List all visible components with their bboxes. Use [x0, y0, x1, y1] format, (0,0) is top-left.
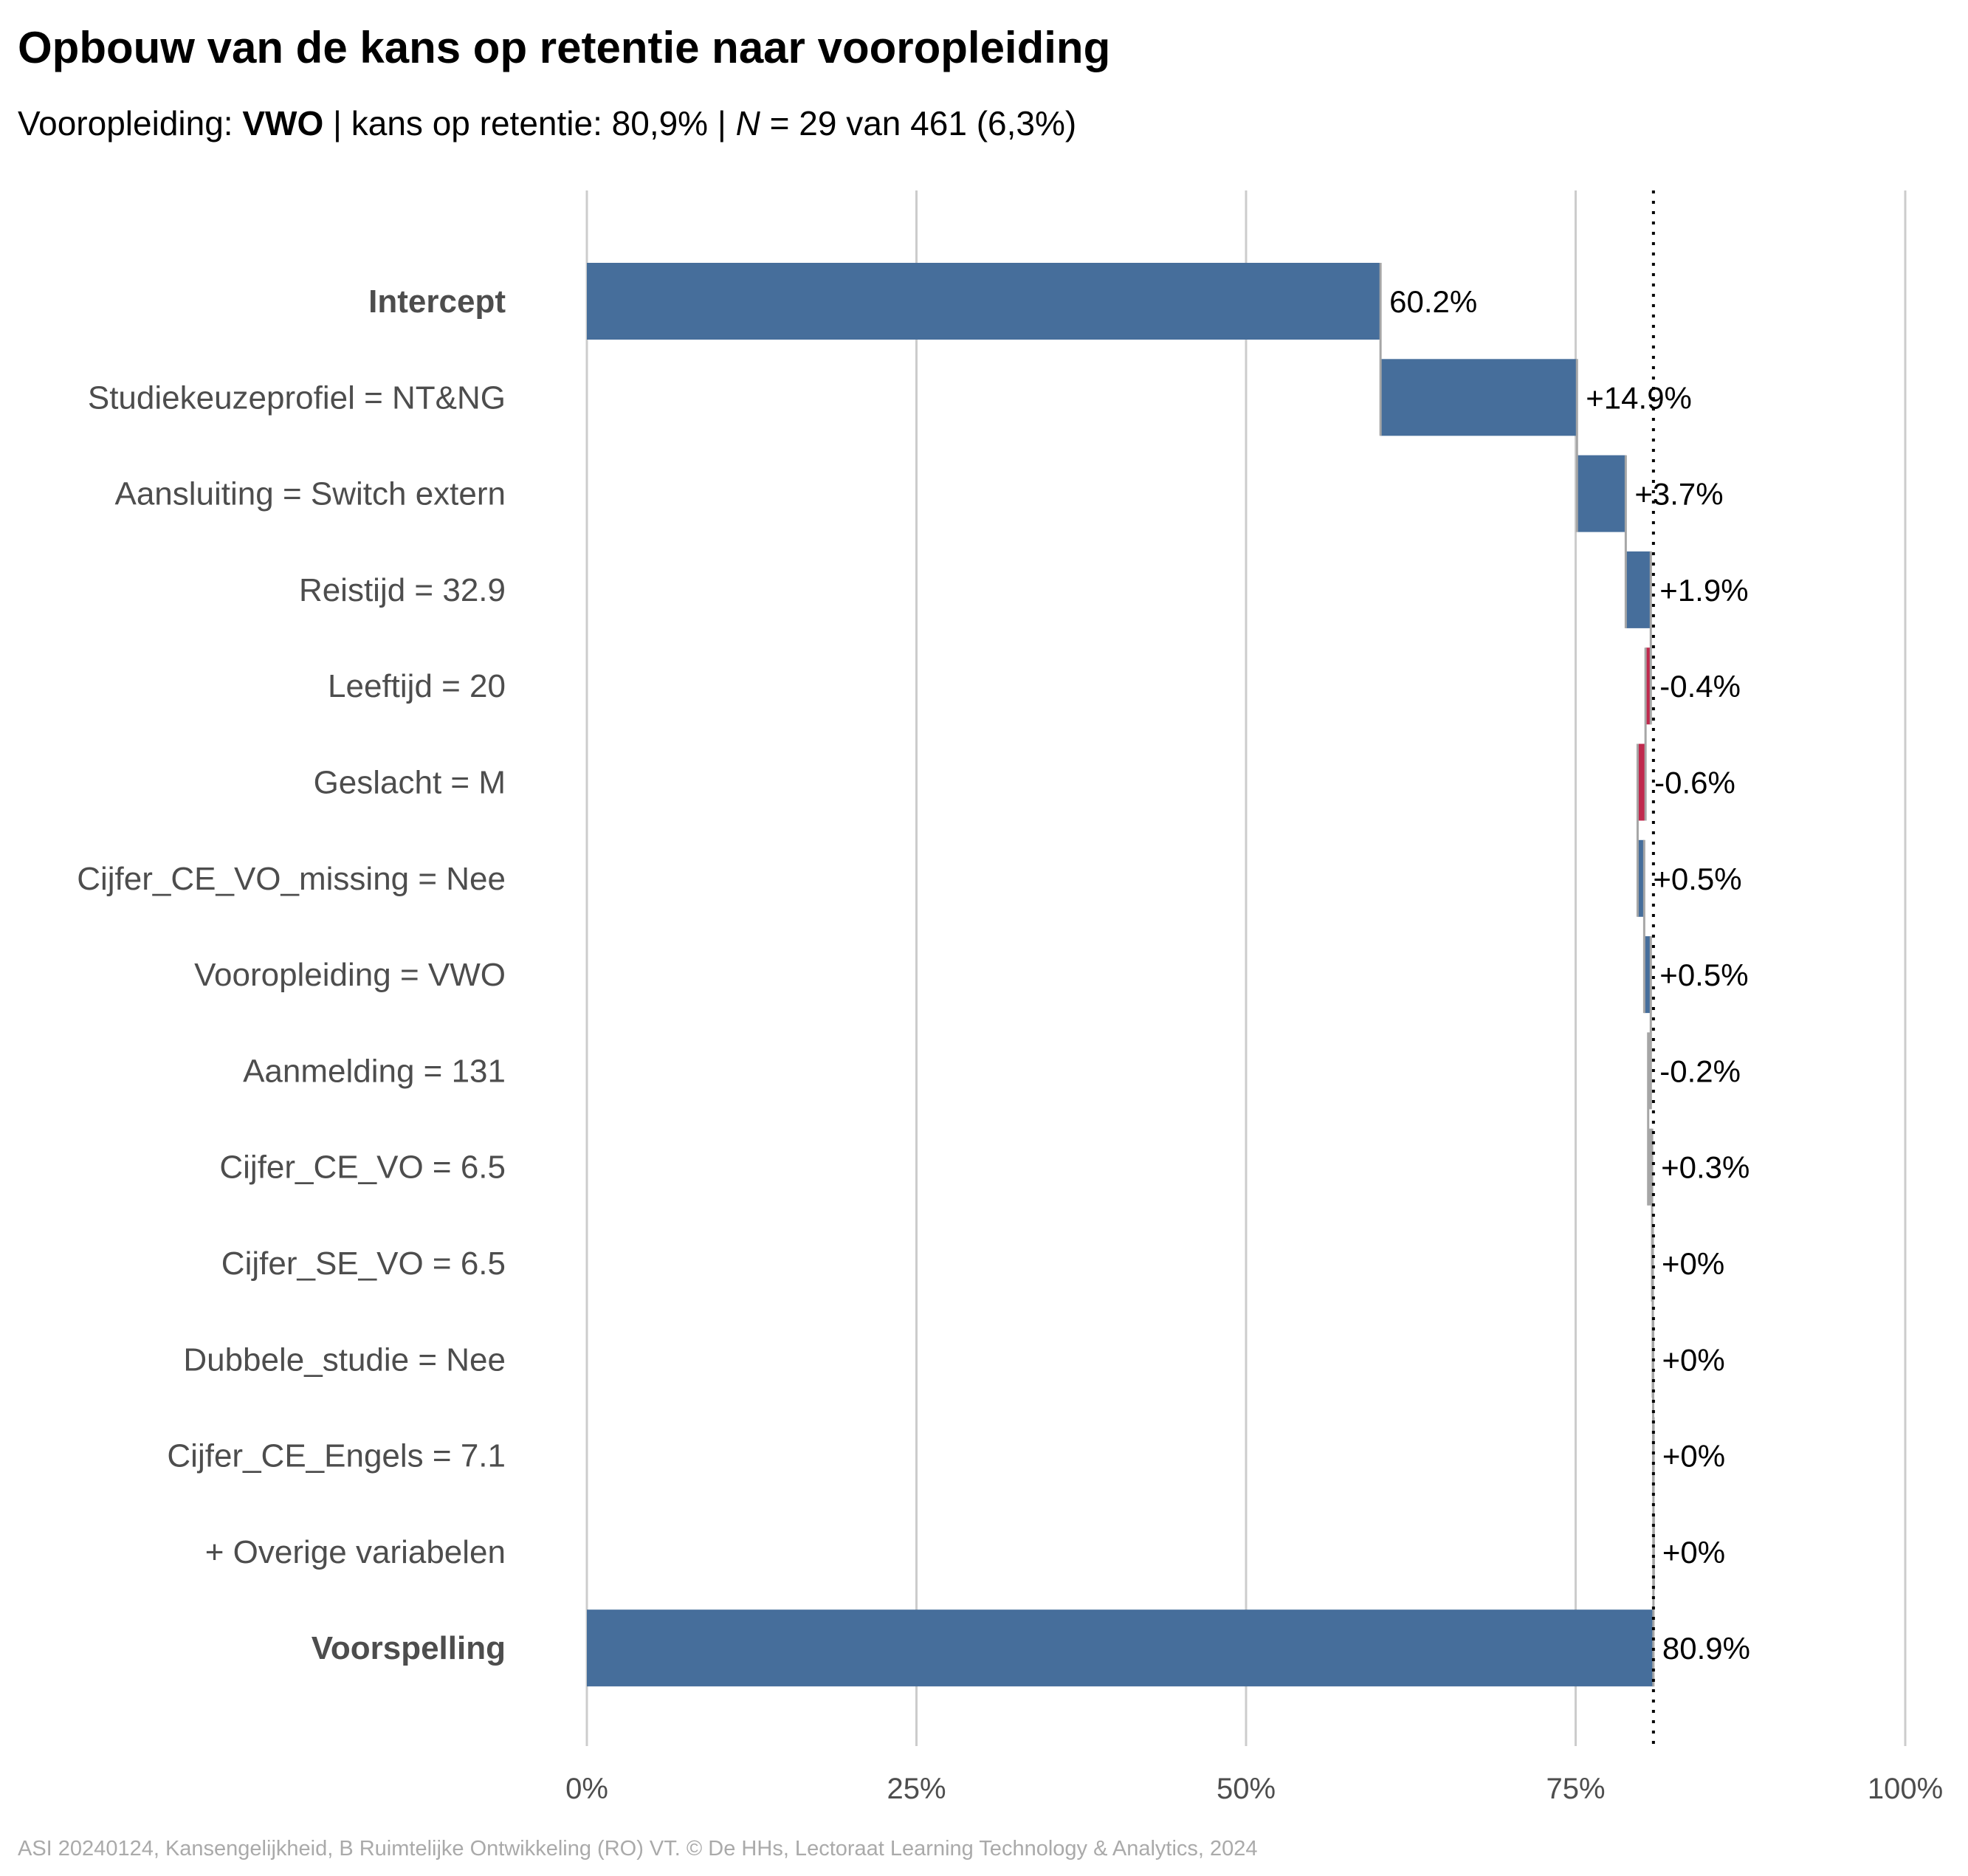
chart-title: Opbouw van de kans op retentie naar voor…	[18, 23, 1111, 72]
x-tick-label: 0%	[565, 1773, 608, 1805]
category-label: Cijfer_CE_VO_missing = Nee	[77, 861, 506, 897]
bar	[1577, 455, 1626, 532]
category-label: Studiekeuzeprofiel = NT&NG	[88, 379, 506, 416]
value-label: -0.6%	[1654, 766, 1735, 800]
value-label: +14.9%	[1586, 380, 1692, 415]
subtitle-group: VWO	[242, 104, 324, 142]
category-label: Vooropleiding = VWO	[194, 957, 506, 993]
chart-caption: ASI 20240124, Kansengelijkheid, B Ruimte…	[18, 1837, 1258, 1860]
bar	[1637, 839, 1645, 917]
bar	[587, 263, 1381, 340]
value-label: +1.9%	[1659, 573, 1748, 608]
bar	[1625, 551, 1651, 628]
category-label: Cijfer_SE_VO = 6.5	[221, 1245, 506, 1282]
category-label: Cijfer_CE_Engels = 7.1	[167, 1438, 506, 1474]
subtitle-prefix: Vooropleiding:	[18, 104, 243, 142]
bar	[1648, 1128, 1653, 1206]
value-label: +0%	[1662, 1535, 1725, 1570]
subtitle-n-symbol: N	[735, 104, 760, 142]
value-label: +0%	[1662, 1439, 1725, 1474]
bar	[1645, 647, 1651, 725]
category-label: Cijfer_CE_VO = 6.5	[219, 1150, 506, 1186]
bar	[1637, 743, 1646, 821]
bar	[1644, 936, 1651, 1014]
category-label: Intercept	[368, 284, 506, 320]
x-tick-label: 50%	[1217, 1773, 1276, 1805]
category-label: Reistijd = 32.9	[299, 572, 506, 608]
value-label: +0.3%	[1661, 1150, 1749, 1185]
value-label: -0.2%	[1659, 1054, 1741, 1088]
chart-subtitle: Vooropleiding: VWO | kans op retentie: 8…	[18, 103, 1076, 143]
x-tick-label: 100%	[1868, 1773, 1943, 1805]
bar	[587, 1609, 1654, 1687]
category-label: Dubbele_studie = Nee	[183, 1341, 506, 1378]
value-label: +0%	[1662, 1342, 1725, 1377]
category-label: Aanmelding = 131	[243, 1053, 506, 1089]
bar	[1380, 359, 1578, 436]
grid-lines	[585, 190, 1907, 1746]
bar	[1648, 1032, 1651, 1110]
value-label: +3.7%	[1634, 477, 1723, 512]
category-label: + Overige variabelen	[205, 1534, 506, 1570]
value-label: 60.2%	[1389, 284, 1477, 319]
x-tick-label: 75%	[1546, 1773, 1605, 1805]
subtitle-n-text: = 29 van 461 (6,3%)	[760, 104, 1077, 142]
value-label: 80.9%	[1662, 1631, 1750, 1666]
category-label: Geslacht = M	[314, 765, 506, 801]
value-label: +0%	[1662, 1246, 1724, 1281]
category-label: Aansluiting = Switch extern	[114, 476, 506, 512]
category-label: Voorspelling	[312, 1630, 506, 1666]
value-label: +0.5%	[1653, 862, 1741, 896]
bars	[587, 263, 1655, 1687]
category-label: Leeftijd = 20	[328, 668, 506, 704]
labels: 0% 25% 50% 75% 100% Intercept 60.2% Studiekeuze…	[77, 284, 1943, 1805]
value-label: +0.5%	[1659, 958, 1748, 992]
value-label: -0.4%	[1659, 669, 1741, 704]
subtitle-sep-2: |	[708, 104, 736, 142]
subtitle-probability: 80,9%	[611, 104, 709, 142]
x-tick-label: 25%	[887, 1773, 946, 1805]
subtitle-sep-1: | kans op retentie:	[323, 104, 612, 142]
